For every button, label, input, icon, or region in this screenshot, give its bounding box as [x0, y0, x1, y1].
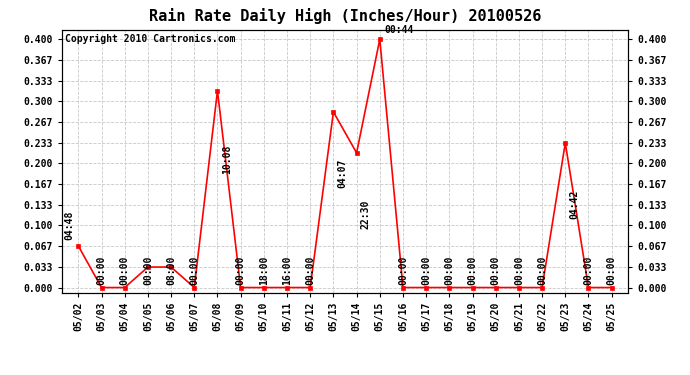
Text: 00:00: 00:00 — [236, 255, 246, 285]
Text: 00:00: 00:00 — [189, 255, 199, 285]
Text: 00:00: 00:00 — [119, 255, 130, 285]
Text: 04:42: 04:42 — [569, 190, 580, 219]
Text: 00:00: 00:00 — [421, 255, 431, 285]
Text: 22:30: 22:30 — [361, 200, 371, 229]
Text: 00:00: 00:00 — [584, 255, 593, 285]
Text: 08:00: 08:00 — [166, 255, 176, 285]
Text: 00:00: 00:00 — [143, 255, 153, 285]
Text: 16:00: 16:00 — [282, 255, 292, 285]
Text: 00:44: 00:44 — [384, 25, 413, 35]
Text: 18:00: 18:00 — [259, 255, 269, 285]
Text: 00:00: 00:00 — [607, 255, 617, 285]
Text: 00:00: 00:00 — [305, 255, 315, 285]
Text: 00:00: 00:00 — [398, 255, 408, 285]
Text: 00:00: 00:00 — [444, 255, 454, 285]
Text: 00:00: 00:00 — [491, 255, 501, 285]
Text: Copyright 2010 Cartronics.com: Copyright 2010 Cartronics.com — [65, 34, 235, 44]
Text: 10:08: 10:08 — [221, 145, 232, 174]
Text: 04:07: 04:07 — [337, 159, 348, 188]
Text: 00:00: 00:00 — [537, 255, 547, 285]
Text: 04:48: 04:48 — [64, 211, 75, 240]
Text: 00:00: 00:00 — [97, 255, 106, 285]
Text: 00:00: 00:00 — [468, 255, 477, 285]
Text: Rain Rate Daily High (Inches/Hour) 20100526: Rain Rate Daily High (Inches/Hour) 20100… — [149, 8, 541, 24]
Text: 00:00: 00:00 — [514, 255, 524, 285]
